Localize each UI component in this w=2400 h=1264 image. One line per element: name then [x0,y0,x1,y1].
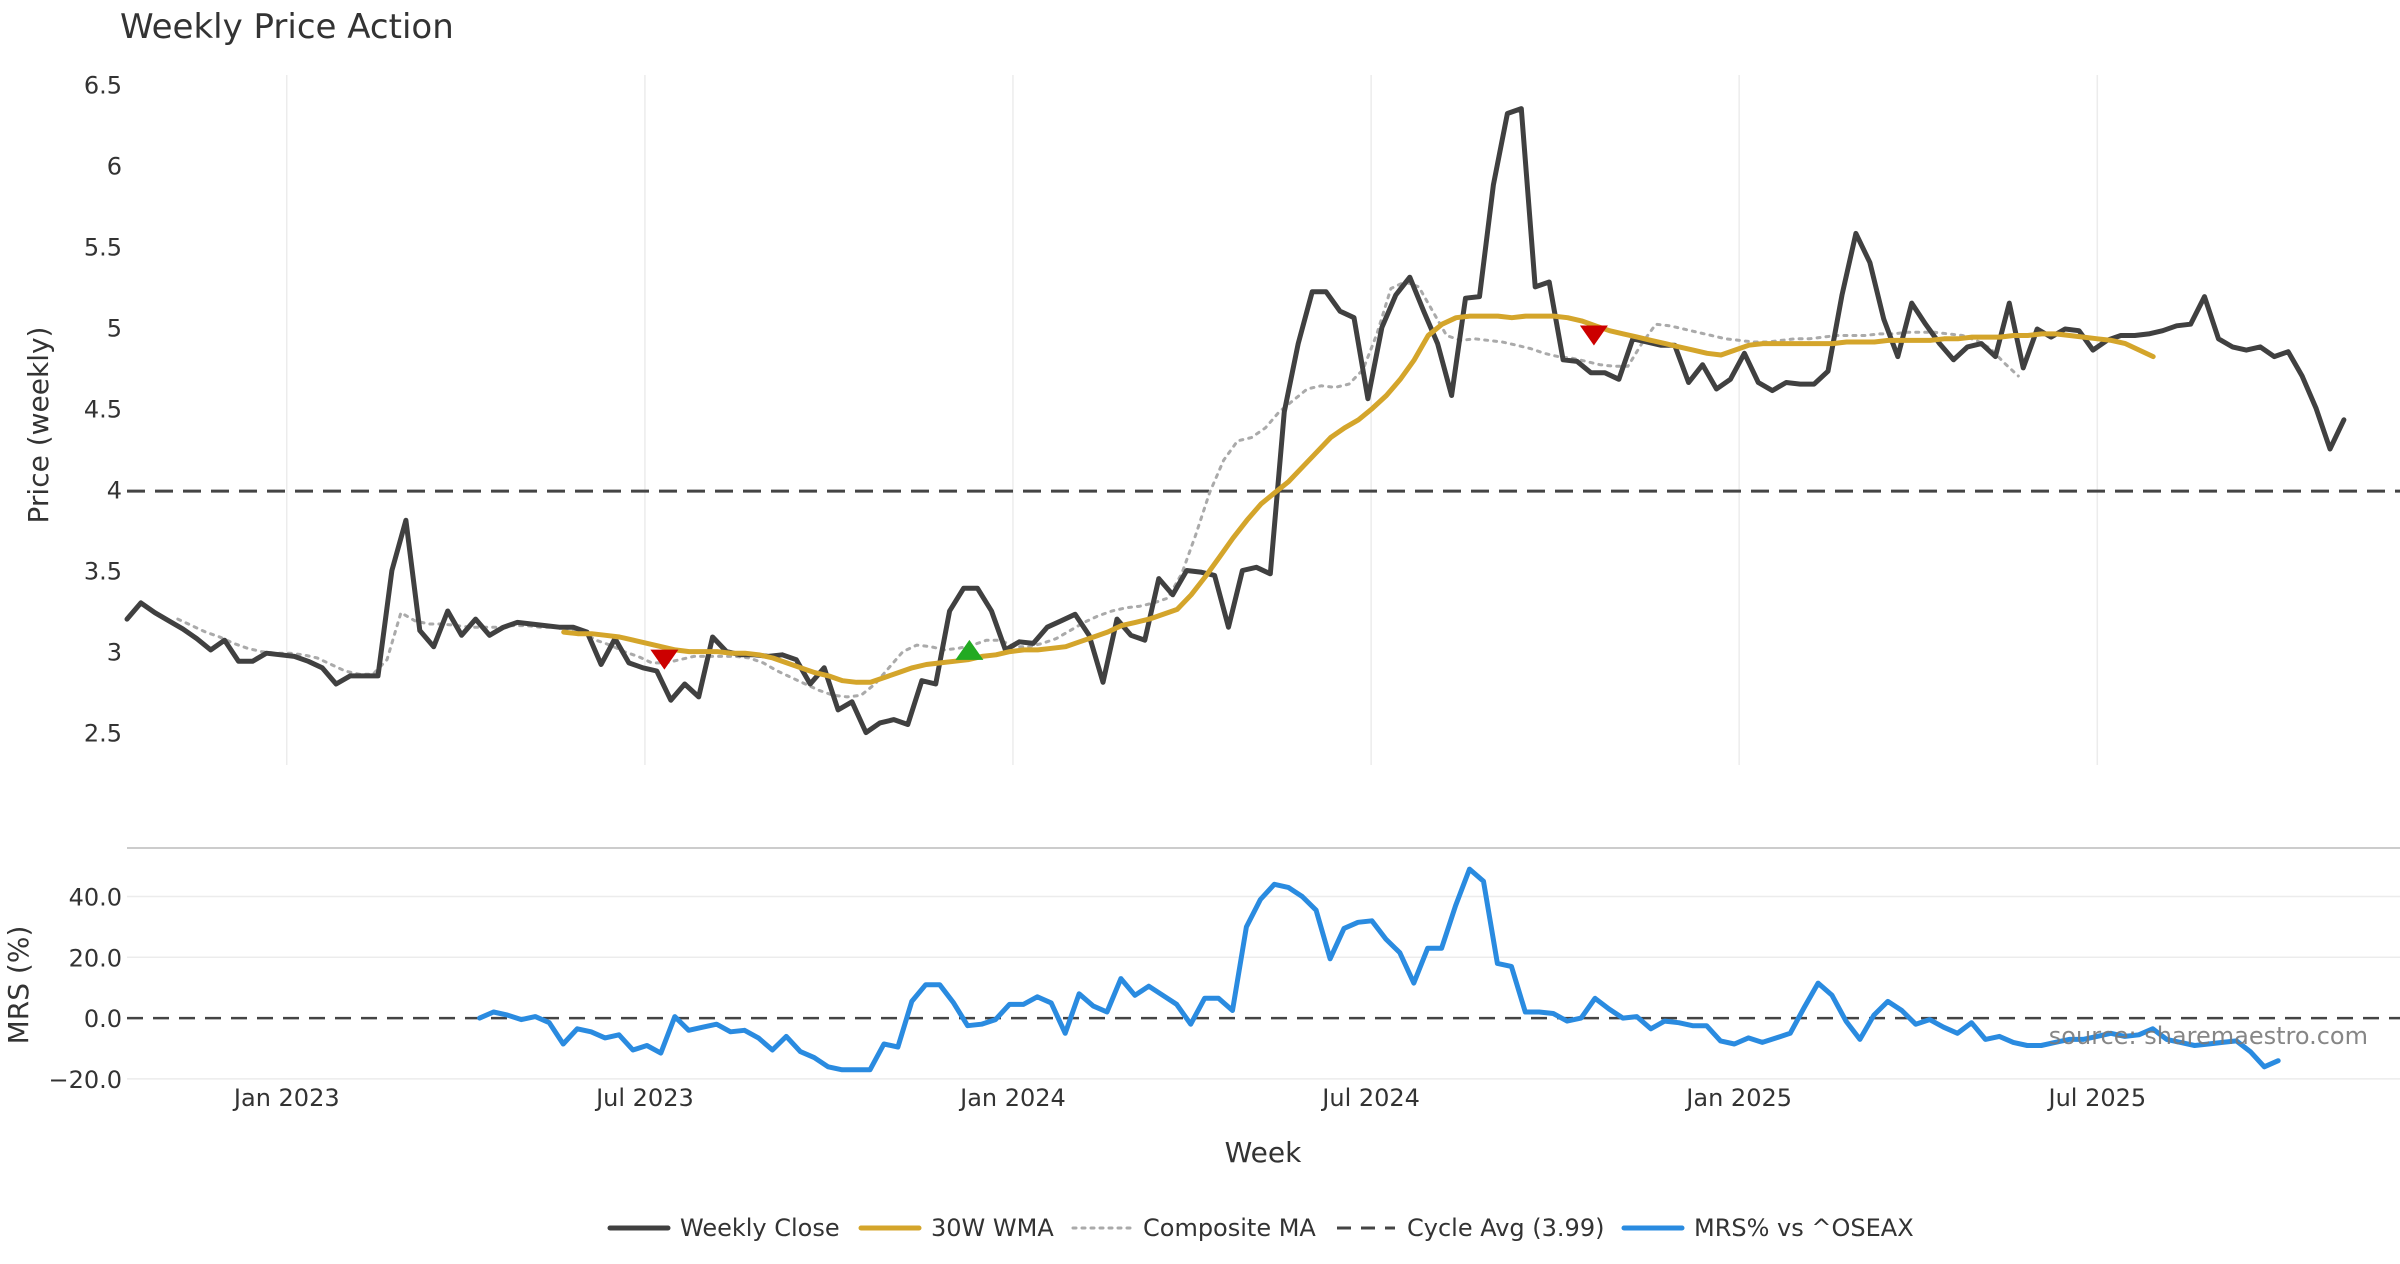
price-y-tick-label: 5.5 [84,233,122,261]
price-y-tick-label: 6.5 [84,71,122,99]
x-axis-ticks: Jan 2023 Jul 2023 Jan 2024 Jul 2024 Jan 2025… [232,1084,2146,1112]
mrs-y-tick-label: 20.0 [69,944,122,972]
legend: Weekly Close 30W WMA Composite MA Cycle Avg… [607,1214,1914,1242]
x-tick-label: Jul 2025 [2046,1084,2146,1112]
mrs-lines [477,866,2281,1073]
mrs-y-tick-label: 0.0 [84,1005,122,1033]
price-y-axis-label: Price (weekly) [22,327,55,524]
x-tick-label: Jul 2024 [1320,1084,1420,1112]
legend-label-mrs-vs-oseax: MRS% vs ^OSEAX [1694,1214,1914,1242]
x-tick-label: Jan 2025 [1684,1084,1792,1112]
price-markers [650,325,1608,670]
watermark-text: source: sharemaestro.com [2049,1022,2368,1050]
price-grid [286,75,2099,765]
mrs-y-tick-label: −20.0 [48,1066,122,1094]
series-line-30w-wma [561,313,2156,685]
x-tick-label: Jan 2023 [232,1084,340,1112]
x-tick-label: Jul 2023 [594,1084,694,1112]
legend-label-30w-wma: 30W WMA [931,1214,1054,1242]
price-y-tick-label: 3.5 [84,558,122,586]
x-axis-label: Week [1225,1136,1302,1169]
price-y-ticks: 2.5 3 3.5 4 4.5 5 5.5 6 6.5 [84,71,122,747]
mrs-y-axis-label: MRS (%) [2,926,35,1045]
price-y-tick-label: 4.5 [84,395,122,423]
price-y-tick-label: 3 [107,639,122,667]
price-y-tick-label: 6 [107,152,122,180]
legend-label-cycle-avg-3-99: Cycle Avg (3.99) [1407,1214,1604,1242]
series-line-mrs [477,866,2281,1073]
price-y-tick-label: 5 [107,314,122,342]
series-line-weekly-close [124,106,2347,736]
x-tick-label: Jan 2024 [958,1084,1066,1112]
legend-label-weekly-close: Weekly Close [680,1214,840,1242]
price-y-tick-label: 4 [107,476,122,504]
price-panel: 2.5 3 3.5 4 4.5 5 5.5 6 6.5 Price (weekly) [22,71,2400,765]
price-y-tick-label: 2.5 [84,720,122,748]
signal-marker-triangle-down [1579,325,1608,346]
price-lines [124,106,2400,736]
mrs-grid [127,895,2400,1080]
chart-title: Weekly Price Action [120,7,454,47]
signal-marker-triangle-down [650,649,679,670]
mrs-y-ticks: 40.0 20.0 0.0 −20.0 [48,883,122,1093]
legend-label-composite-ma: Composite MA [1143,1214,1316,1242]
signal-marker-triangle-up [955,639,984,660]
mrs-y-tick-label: 40.0 [69,883,122,911]
mrs-panel: 40.0 20.0 0.0 −20.0 MRS (%) source: sharema… [2,866,2400,1094]
